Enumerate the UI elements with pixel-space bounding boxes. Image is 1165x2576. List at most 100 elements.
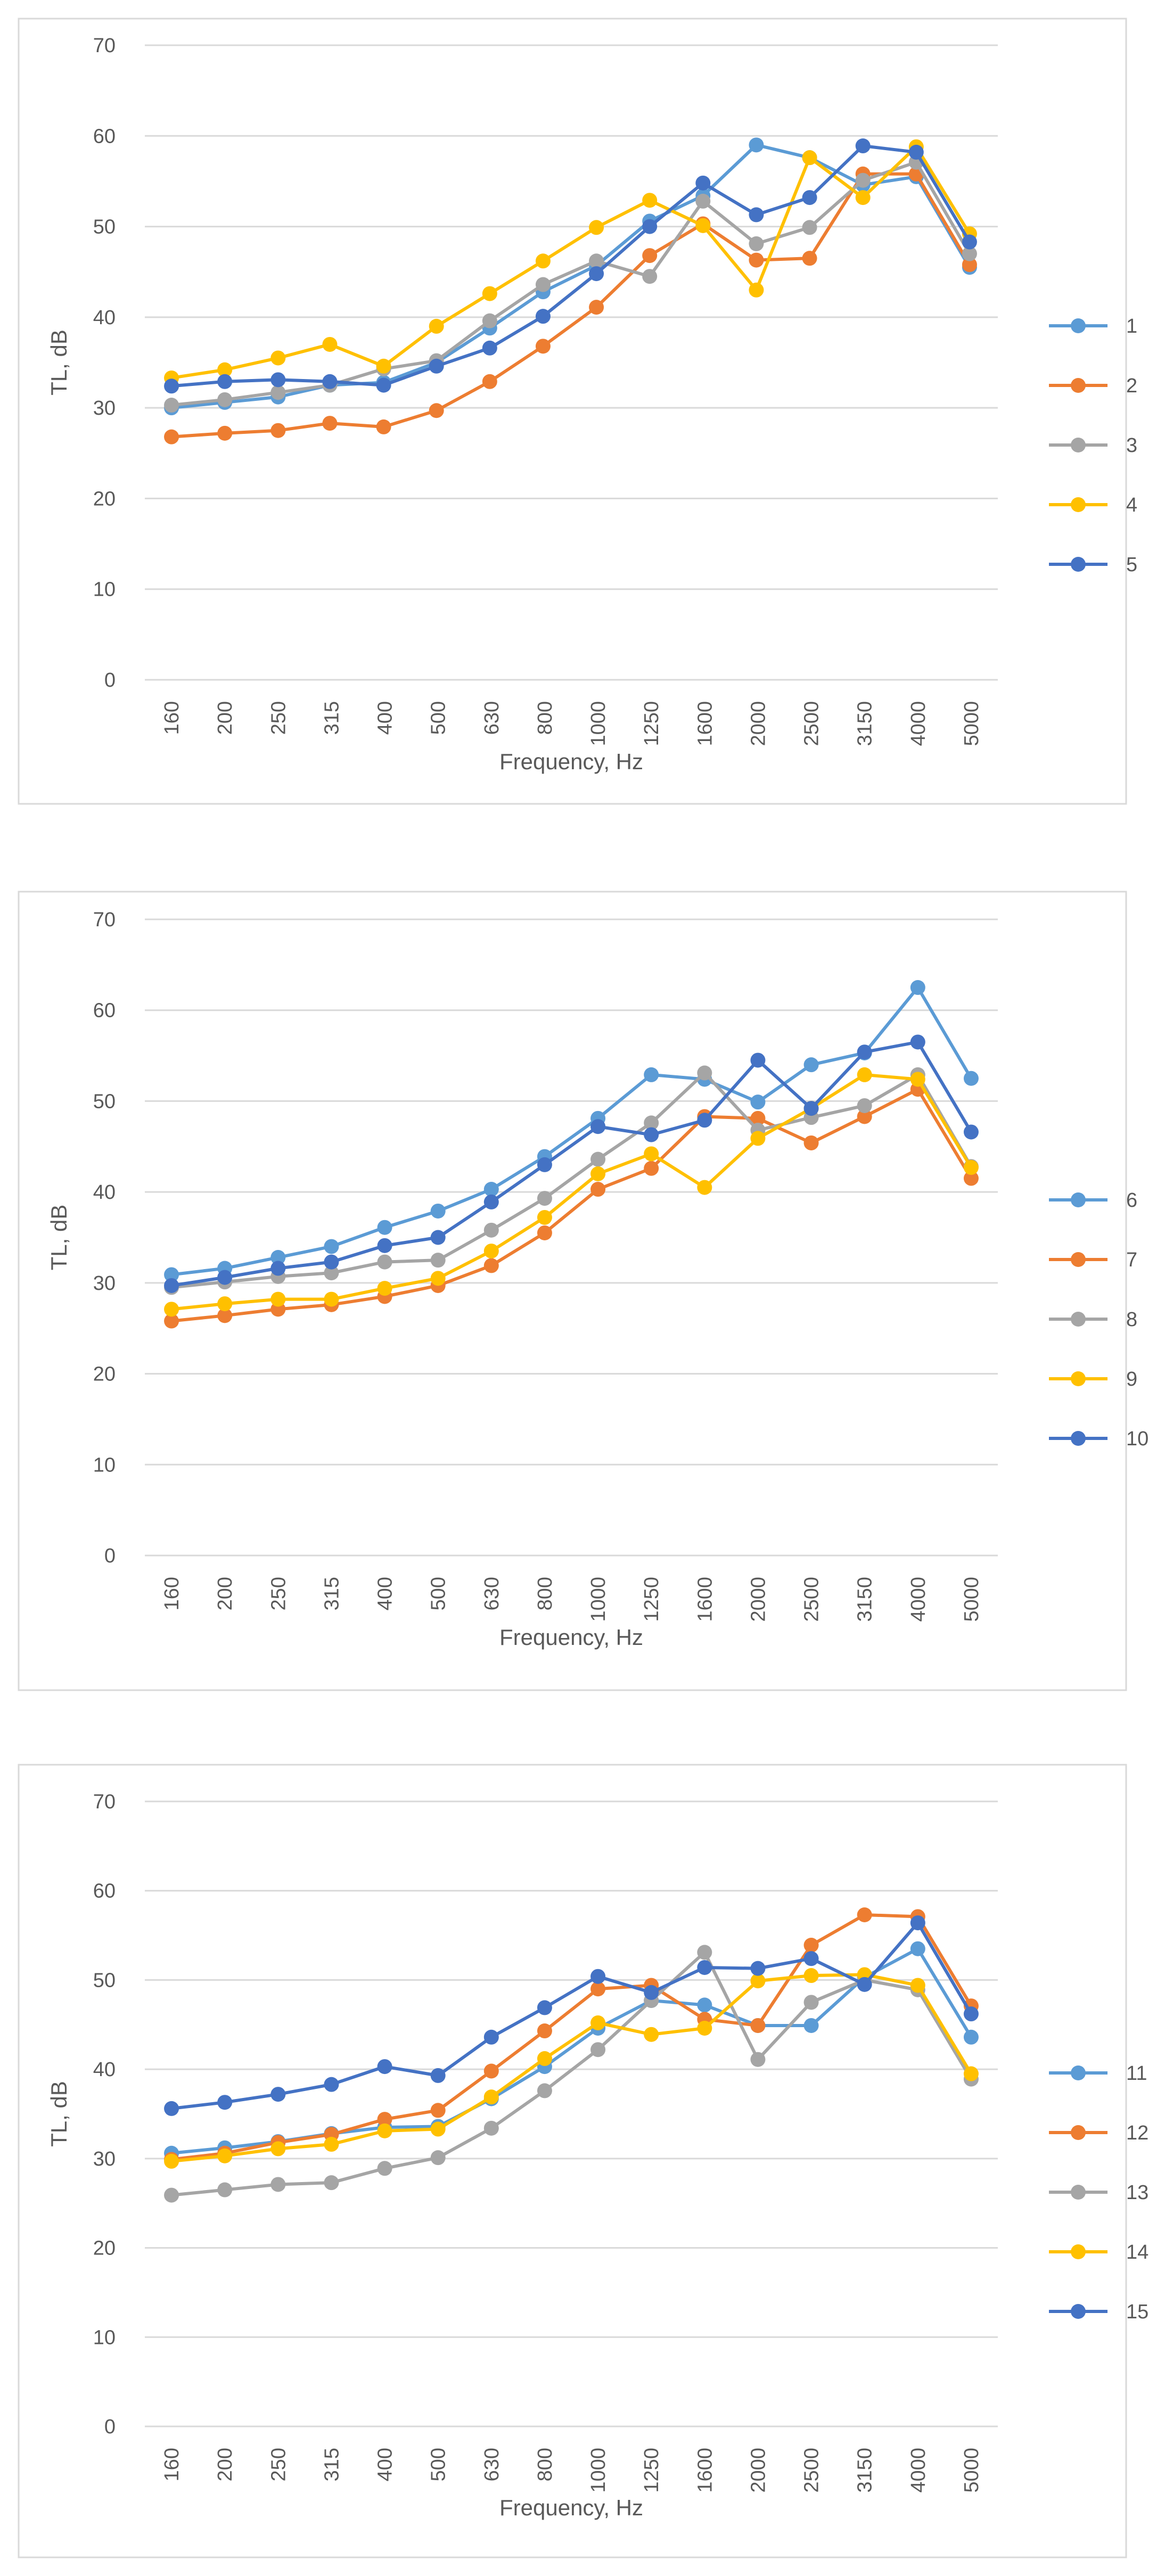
data-point	[855, 138, 871, 154]
data-point	[324, 2175, 339, 2191]
data-point	[164, 1267, 179, 1282]
data-point	[590, 1969, 606, 1984]
data-point	[377, 1281, 392, 1296]
data-point	[164, 1313, 179, 1329]
legend-marker-10	[1071, 1431, 1086, 1446]
data-point	[802, 251, 817, 266]
y-tick-label: 40	[93, 2059, 116, 2081]
data-point	[589, 266, 604, 282]
data-point	[697, 2020, 712, 2036]
data-point	[750, 2052, 766, 2067]
data-point	[589, 220, 604, 235]
data-point	[535, 309, 551, 324]
data-point	[590, 1151, 606, 1167]
y-tick-label: 10	[93, 2326, 116, 2349]
x-tick-label: 3150	[854, 701, 876, 746]
chart-frame	[18, 1764, 1127, 2558]
data-point	[482, 313, 497, 328]
data-point	[644, 1146, 659, 1162]
data-point	[217, 2095, 233, 2110]
x-tick-label: 315	[321, 701, 343, 735]
x-axis-title: Frequency, Hz	[499, 1625, 643, 1650]
data-point	[537, 2023, 552, 2039]
data-point	[590, 1182, 606, 1197]
data-point	[857, 1907, 872, 1922]
legend-marker-14	[1071, 2244, 1086, 2259]
chart-3: 0 10 20 30 40 50 60 70 160 200 250 315 400 500 630 800 1…	[18, 1764, 1148, 2558]
data-point	[483, 2063, 499, 2079]
data-point	[644, 1067, 659, 1082]
series-2	[164, 166, 977, 445]
data-point	[164, 2187, 179, 2203]
y-tick-label: 40	[93, 307, 116, 329]
legend-marker-4	[1071, 497, 1086, 512]
data-point	[429, 358, 444, 374]
data-point	[910, 980, 925, 995]
series-10	[164, 1034, 979, 1293]
data-point	[857, 1109, 872, 1124]
chart-frame	[18, 891, 1127, 1691]
data-point	[644, 1127, 659, 1142]
series-9	[164, 1067, 979, 1317]
data-point	[857, 1098, 872, 1113]
data-point	[164, 429, 179, 445]
x-tick-label: 1250	[641, 701, 663, 746]
x-tick-label: 315	[321, 1577, 343, 1610]
y-tick-label: 20	[93, 2237, 116, 2260]
data-point	[270, 2087, 286, 2102]
x-axis-title: Frequency, Hz	[499, 2495, 643, 2520]
legend: 6 7 8 9 10	[1049, 1189, 1148, 1450]
legend-marker-9	[1071, 1371, 1086, 1386]
y-tick-label: 70	[93, 1791, 116, 1813]
data-point	[963, 2029, 979, 2045]
x-tick-label: 2500	[801, 701, 823, 746]
data-point	[217, 2148, 233, 2163]
data-point	[324, 1239, 339, 1254]
data-point	[962, 257, 977, 273]
data-point	[270, 1250, 286, 1265]
data-point	[963, 1124, 979, 1140]
data-point	[855, 190, 871, 205]
data-point	[963, 2006, 979, 2022]
legend-label-11: 11	[1126, 2062, 1147, 2085]
x-tick-label: 1600	[694, 1577, 716, 1622]
x-tick-label: 200	[214, 1577, 236, 1610]
data-point	[483, 2089, 499, 2105]
data-point	[322, 336, 338, 352]
data-point	[642, 219, 658, 234]
y-tick-label: 30	[93, 1272, 116, 1295]
data-point	[857, 1067, 872, 1082]
data-point	[270, 372, 286, 388]
legend-marker-6	[1071, 1192, 1086, 1207]
x-tick-label: 400	[374, 2448, 397, 2481]
data-point	[963, 1160, 979, 1175]
series-13	[164, 1945, 979, 2203]
data-point	[803, 2018, 819, 2033]
legend-marker-11	[1071, 2065, 1086, 2080]
data-point	[430, 1253, 446, 1268]
data-point	[537, 2083, 552, 2098]
data-point	[644, 2027, 659, 2042]
legend-label-12: 12	[1126, 2122, 1148, 2144]
data-point	[324, 2137, 339, 2152]
data-point	[217, 1270, 233, 1285]
data-point	[910, 1915, 925, 1931]
x-tick-label: 3150	[854, 1577, 876, 1622]
data-point	[589, 300, 604, 315]
x-tick-label: 800	[534, 2448, 556, 2481]
series-line-2	[171, 172, 971, 439]
legend-marker-2	[1071, 378, 1086, 393]
series-5	[164, 138, 977, 394]
data-point	[750, 1052, 766, 1068]
data-point	[270, 1291, 286, 1307]
y-tick-label: 60	[93, 1880, 116, 1903]
data-point	[324, 1265, 339, 1281]
y-tick-label: 60	[93, 125, 116, 147]
x-tick-label: 250	[267, 2448, 290, 2481]
x-tick-label: 630	[481, 701, 503, 735]
data-point	[430, 2121, 446, 2137]
data-point	[535, 253, 551, 269]
x-tick-label: 2000	[747, 701, 769, 746]
data-point	[270, 2177, 286, 2192]
